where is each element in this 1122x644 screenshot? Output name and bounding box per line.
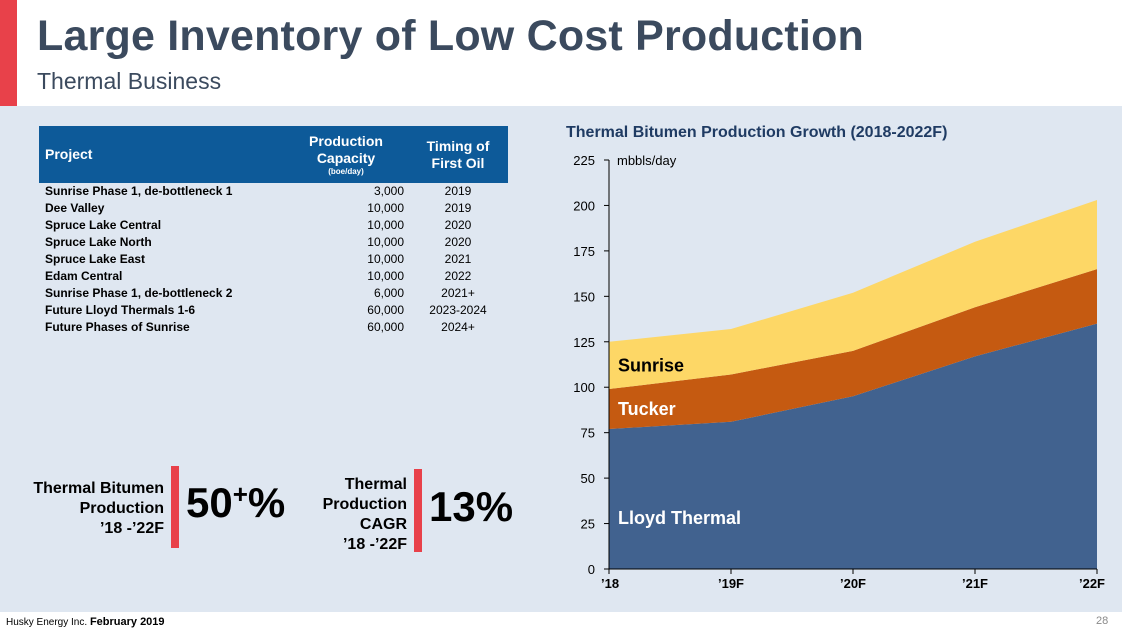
header-project: Project [39,126,284,183]
stat-divider-bar [414,469,422,552]
y-tick-label: 75 [581,426,595,441]
stat-value-suffix: % [247,479,286,526]
cell-project: Dee Valley [45,201,105,216]
production-area-chart: 0 25 50 75 100 125 150 175 200 225 ’18 ’19F ’20F ’21F… [573,153,1105,591]
page-title: Large Inventory of Low Cost Production [37,12,865,60]
cell-project: Spruce Lake Central [45,218,162,233]
cell-timing: 2022 [444,268,472,283]
area-lloyd-thermal [609,323,1097,569]
table-row: Spruce Lake North 10,000 2020 [39,234,508,251]
cell-timing: 2024+ [441,319,475,334]
cell-capacity: 60,000 [367,319,404,334]
stat-label-line: Thermal [344,476,407,493]
stat-label-line: Production [322,496,407,513]
table-row: Future Phases of Sunrise 60,000 2024+ [39,318,508,335]
cell-capacity: 10,000 [367,201,404,216]
stat-label-line: ’18 -’22F [342,536,407,553]
y-tick-label: 225 [573,153,595,168]
cell-capacity: 6,000 [373,285,404,300]
x-tick-label: ’19F [718,576,744,591]
cell-timing: 2023-2024 [429,302,487,317]
table-header-row: Project Production Capacity (boe/day) Ti… [39,126,508,183]
table-row: Sunrise Phase 1, de-bottleneck 1 3,000 201… [39,183,508,200]
cell-timing: 2019 [444,201,472,216]
table-row: Spruce Lake Central 10,000 2020 [39,217,508,234]
page-subtitle: Thermal Business [37,68,222,94]
stat-value-superscript: + [232,479,248,509]
x-tick-label: ’18 [601,576,619,591]
series-label: Tucker [618,399,676,419]
footer-company-name: Husky Energy Inc. [6,617,88,628]
cell-capacity: 10,000 [367,235,404,250]
y-tick-label: 125 [573,335,595,350]
cell-project: Spruce Lake North [45,235,152,250]
cell-project: Sunrise Phase 1, de-bottleneck 1 [45,184,233,199]
chart-title: Thermal Bitumen Production Growth (2018-… [566,124,948,141]
table-row: Dee Valley 10,000 2019 [39,200,508,217]
area-sunrise [609,199,1097,390]
stat-value-number: 50 [186,479,233,526]
table-row: Future Lloyd Thermals 1-6 60,000 2023-2024 [39,301,508,318]
cell-project: Sunrise Phase 1, de-bottleneck 2 [45,285,233,300]
cell-timing: 2020 [444,235,472,250]
cell-timing: 2020 [444,218,472,233]
cell-capacity: 3,000 [373,184,404,199]
y-tick-label: 100 [573,380,595,395]
y-axis-unit-label: mbbls/day [617,153,677,168]
cell-timing: 2019 [444,184,472,199]
cell-project: Spruce Lake East [45,252,146,266]
series-label: Sunrise [618,355,684,375]
y-tick-label: 25 [581,517,595,532]
stat-divider-bar [171,466,179,548]
cell-project: Future Lloyd Thermals 1-6 [45,302,196,317]
x-tick-label: ’20F [840,576,866,591]
x-tick-label: ’22F [1079,576,1105,591]
cell-project: Future Phases of Sunrise [45,319,190,334]
stat-bitumen-production-label: Thermal Bitumen Production ’18 -’22F [20,479,164,539]
cell-capacity: 10,000 [367,252,404,266]
y-tick-label: 50 [581,471,595,486]
y-tick-label: 175 [573,244,595,259]
cell-timing: 2021+ [441,285,475,300]
header-timing: Timing of First Oil [408,126,508,183]
cell-project: Edam Central [45,268,123,283]
table-row: Sunrise Phase 1, de-bottleneck 2 6,000 202… [39,284,508,301]
table-row: Edam Central 10,000 2022 [39,267,508,284]
cell-capacity: 10,000 [367,268,404,283]
footer-company: Husky Energy Inc. February 2019 [6,616,165,628]
cell-timing: 2021 [444,252,472,266]
stat-label-line: Production [79,500,164,517]
header-capacity-unit: (boe/day) [328,166,364,176]
x-tick-label: ’21F [962,576,988,591]
table-row: Spruce Lake East 10,000 2021 [39,251,508,268]
y-tick-label: 200 [573,198,595,213]
header-capacity-label: Production Capacity [309,132,383,166]
page-number: 28 [1096,615,1109,627]
projects-table: Project Production Capacity (boe/day) Ti… [39,126,508,335]
header-capacity: Production Capacity (boe/day) [284,126,408,183]
y-tick-label: 0 [588,562,595,577]
stat-label-line: Thermal Bitumen [33,480,164,497]
cell-capacity: 10,000 [367,218,404,233]
y-tick-label: 150 [573,289,595,304]
cell-capacity: 60,000 [367,302,404,317]
stat-label-line: ’18 -’22F [99,520,164,537]
stat-label-line: CAGR [359,516,407,533]
accent-bar [0,0,17,106]
area-tucker [609,269,1097,430]
series-label: Lloyd Thermal [618,508,741,528]
stat-cagr-label: Thermal Production CAGR ’18 -’22F [300,475,407,555]
projects-table-body: Sunrise Phase 1, de-bottleneck 1 3,000 201… [39,183,508,335]
stat-cagr-value: 13% [429,483,514,530]
stat-bitumen-production-value: 50+% [186,479,285,527]
footer-date: February 2019 [89,616,165,628]
